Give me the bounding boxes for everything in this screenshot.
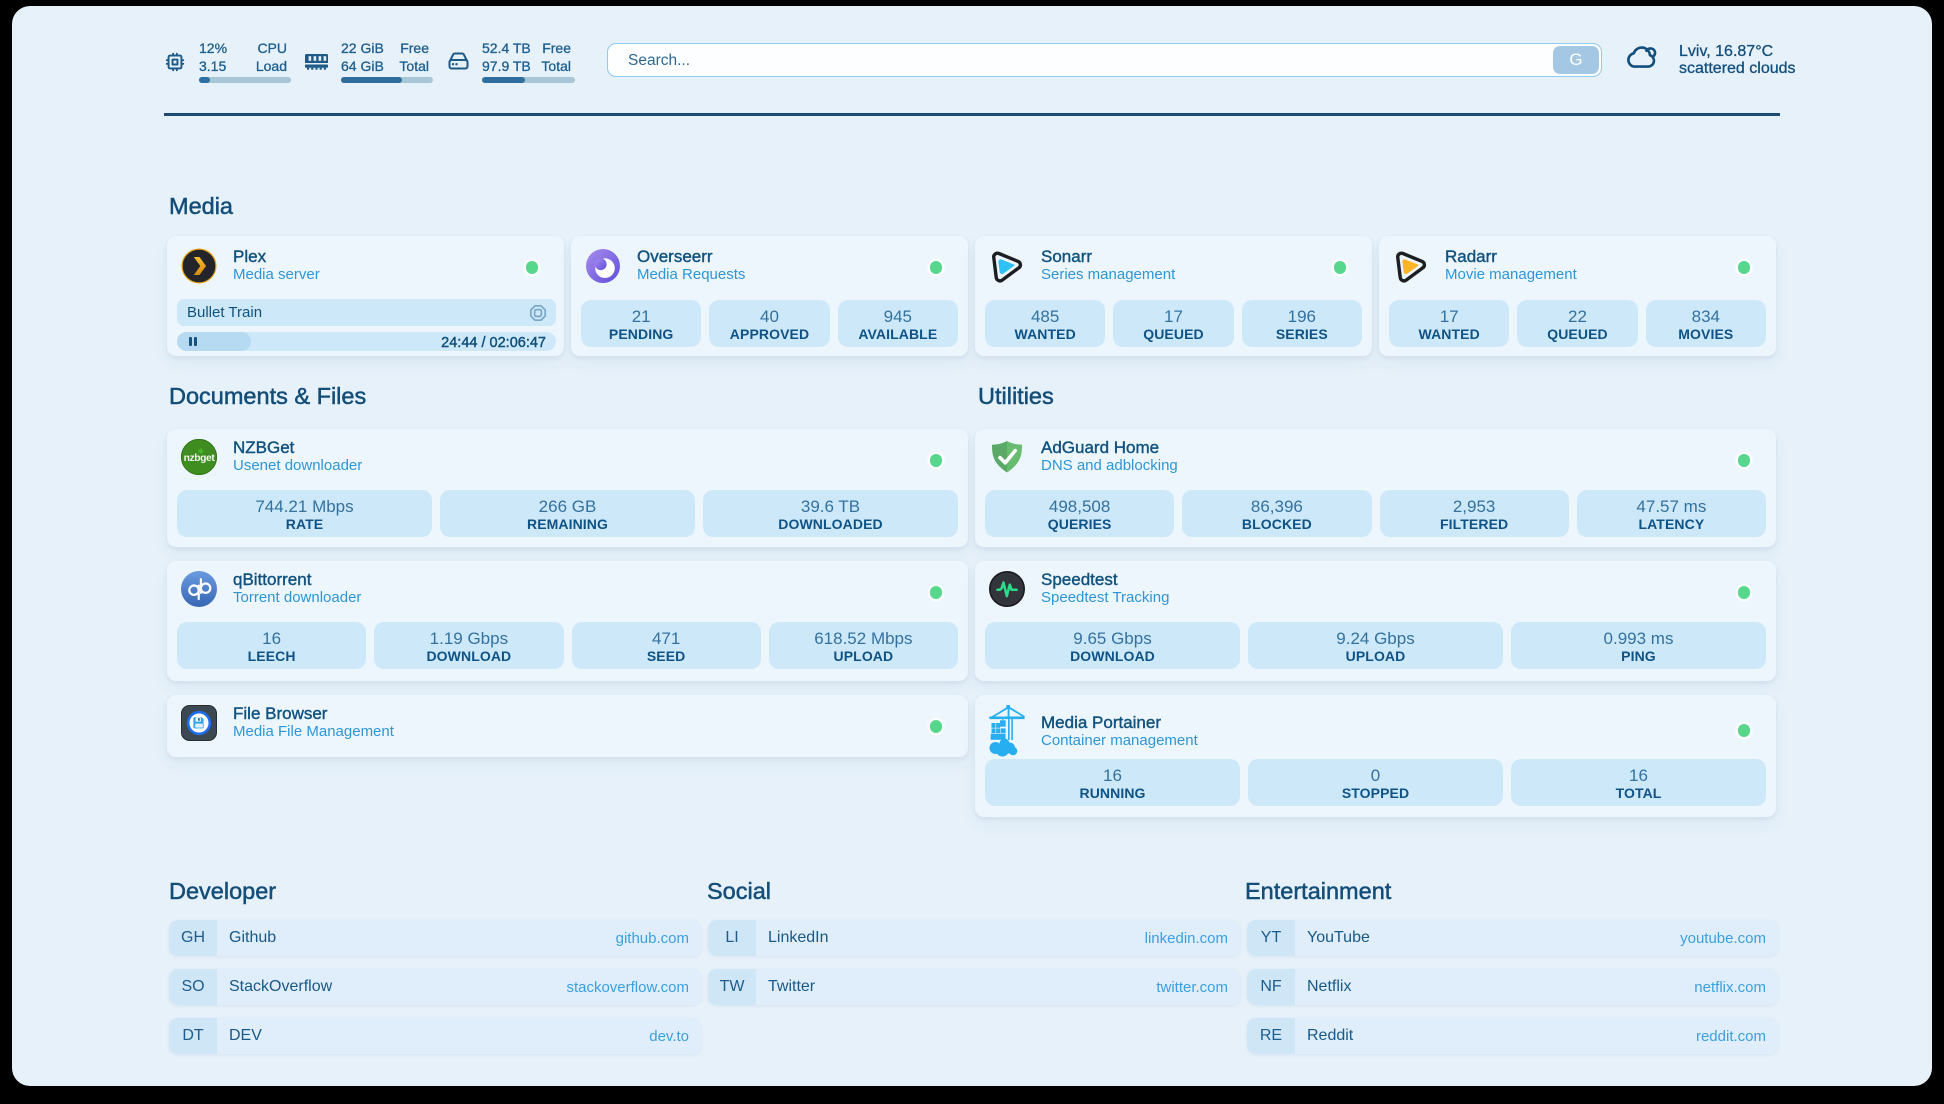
svg-text:nzbget: nzbget bbox=[184, 453, 216, 464]
